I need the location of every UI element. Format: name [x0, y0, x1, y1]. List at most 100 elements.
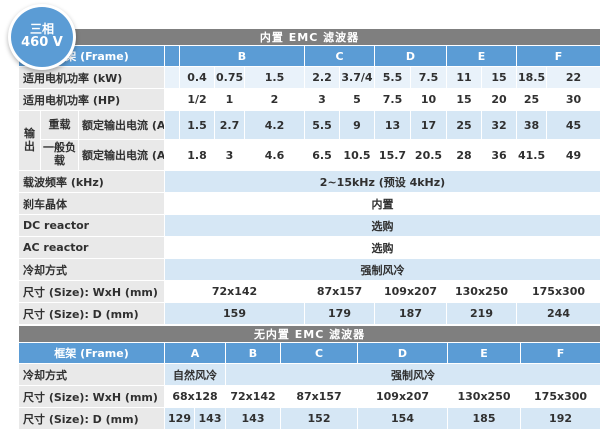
kw-value: 18.5: [517, 67, 547, 89]
heavy-rated-current-label: 额定输出电流 (A): [79, 111, 165, 140]
kw-value: 0.4: [180, 67, 215, 89]
section-title: 内置 EMC 滤波器: [19, 29, 600, 46]
size-depth-value-2: 152: [281, 408, 358, 430]
kw-value: 1.5: [245, 67, 305, 89]
normal-a-empty: [165, 140, 180, 171]
badge-phase-text: 三相: [30, 23, 54, 37]
heavy-value: 1.5: [180, 111, 215, 140]
row-size-wxh-2: 尺寸 (Size): WxH (mm) 68x128 72x142 87x157…: [19, 386, 600, 408]
cooling-natural-value: 自然风冷: [165, 364, 226, 386]
frame-a-header-2: A: [165, 343, 226, 364]
frame-header-label-2: 框架 (Frame): [19, 343, 165, 364]
heavy-value: 17: [411, 111, 447, 140]
row-size-depth: 尺寸 (Size): D (mm) 159 179 187 219 244: [19, 303, 600, 325]
frame-d-header-2: D: [358, 343, 448, 364]
heavy-value: 38: [517, 111, 547, 140]
dc-reactor-value: 选购: [165, 215, 600, 237]
heavy-duty-label: 重载: [41, 111, 79, 140]
heavy-value: 13: [375, 111, 411, 140]
size-depth-value-2: 192: [521, 408, 600, 430]
size-wxh-value: 175x300: [517, 281, 600, 303]
table-builtin-emc-filter: 内置 EMC 滤波器 框架 (Frame) B C D E F 适用电机功率 (…: [18, 28, 600, 325]
frame-f-header-2: F: [521, 343, 600, 364]
kw-value: 15: [482, 67, 517, 89]
hp-value: 20: [482, 89, 517, 111]
normal-value: 36: [482, 140, 517, 171]
frame-e-header-2: E: [448, 343, 521, 364]
carrier-frequency-value: 2~15kHz (预设 4kHz): [165, 171, 600, 193]
brake-chopper-label: 刹车晶体: [19, 193, 165, 215]
size-depth-value-2: 143: [226, 408, 281, 430]
frame-c-header: C: [305, 46, 375, 67]
size-depth-label-2: 尺寸 (Size): D (mm): [19, 408, 165, 430]
row-dc-reactor: DC reactor 选购: [19, 215, 600, 237]
size-depth-value-2: 185: [448, 408, 521, 430]
size-depth-value: 179: [305, 303, 375, 325]
size-depth-value-2: 129: [165, 408, 195, 430]
cooling-label-2: 冷却方式: [19, 364, 165, 386]
kw-value: 11: [447, 67, 482, 89]
heavy-value: 45: [547, 111, 600, 140]
hp-value: 1/2: [180, 89, 215, 111]
kw-value: 7.5: [411, 67, 447, 89]
cooling-value: 强制风冷: [165, 259, 600, 281]
normal-value: 15.7: [375, 140, 411, 171]
frame-e-header: E: [447, 46, 517, 67]
table-no-emc-filter: 无内置 EMC 滤波器 框架 (Frame) A B C D E F 冷却方式 …: [18, 325, 600, 430]
spec-sheet: 内置 EMC 滤波器 框架 (Frame) B C D E F 适用电机功率 (…: [18, 28, 600, 430]
size-depth-value: 159: [165, 303, 305, 325]
heavy-a-empty: [165, 111, 180, 140]
size-wxh-label: 尺寸 (Size): WxH (mm): [19, 281, 165, 303]
row-size-wxh: 尺寸 (Size): WxH (mm) 72x142 87x157 109x20…: [19, 281, 600, 303]
row-motor-power-kw: 适用电机功率 (kW) 0.4 0.75 1.5 2.2 3.7/4 5.5 7…: [19, 67, 600, 89]
size-depth-value-2: 143: [195, 408, 226, 430]
row-ac-reactor: AC reactor 选购: [19, 237, 600, 259]
normal-value: 28: [447, 140, 482, 171]
section-header-no-emc: 无内置 EMC 滤波器: [19, 326, 600, 343]
normal-value: 41.5: [517, 140, 547, 171]
row-frame-header: 框架 (Frame) B C D E F: [19, 46, 600, 67]
kw-value: 0.75: [215, 67, 245, 89]
kw-a-empty: [165, 67, 180, 89]
size-wxh-value: 72x142: [165, 281, 305, 303]
normal-duty-label: 一般负载: [41, 140, 79, 171]
row-cooling-method-2: 冷却方式 自然风冷 强制风冷: [19, 364, 600, 386]
row-frame-header-2: 框架 (Frame) A B C D E F: [19, 343, 600, 364]
heavy-value: 4.2: [245, 111, 305, 140]
size-wxh-value-2: 175x300: [521, 386, 600, 408]
phase-voltage-badge: 三相 460 V: [8, 4, 76, 70]
brake-chopper-value: 内置: [165, 193, 600, 215]
hp-value: 5: [340, 89, 375, 111]
row-rated-current-normal: 一般负载 额定输出电流 (A) 1.8 3 4.6 6.5 10.5 15.7 …: [19, 140, 600, 171]
size-wxh-value-2: 130x250: [448, 386, 521, 408]
size-depth-value: 187: [375, 303, 447, 325]
size-wxh-value: 87x157: [305, 281, 375, 303]
heavy-value: 2.7: [215, 111, 245, 140]
hp-label: 适用电机功率 (HP): [19, 89, 165, 111]
frame-a-empty-header: [165, 46, 180, 67]
size-wxh-value-2: 72x142: [226, 386, 281, 408]
kw-value: 2.2: [305, 67, 340, 89]
hp-value: 7.5: [375, 89, 411, 111]
normal-value: 10.5: [340, 140, 375, 171]
size-wxh-value-2: 68x128: [165, 386, 226, 408]
section-header-builtin-emc: 内置 EMC 滤波器: [19, 29, 600, 46]
hp-value: 10: [411, 89, 447, 111]
dc-reactor-label: DC reactor: [19, 215, 165, 237]
row-rated-current-heavy: 输出 重载 额定输出电流 (A) 1.5 2.7 4.2 5.5 9 13 17…: [19, 111, 600, 140]
hp-value: 25: [517, 89, 547, 111]
size-depth-label: 尺寸 (Size): D (mm): [19, 303, 165, 325]
normal-value: 4.6: [245, 140, 305, 171]
kw-value: 3.7/4: [340, 67, 375, 89]
badge-voltage-text: 460 V: [21, 36, 63, 51]
frame-f-header: F: [517, 46, 600, 67]
heavy-value: 5.5: [305, 111, 340, 140]
carrier-frequency-label: 载波频率 (kHz): [19, 171, 165, 193]
hp-a-empty: [165, 89, 180, 111]
size-depth-value-2: 154: [358, 408, 448, 430]
normal-value: 20.5: [411, 140, 447, 171]
normal-value: 49: [547, 140, 600, 171]
hp-value: 2: [245, 89, 305, 111]
normal-value: 3: [215, 140, 245, 171]
heavy-value: 9: [340, 111, 375, 140]
